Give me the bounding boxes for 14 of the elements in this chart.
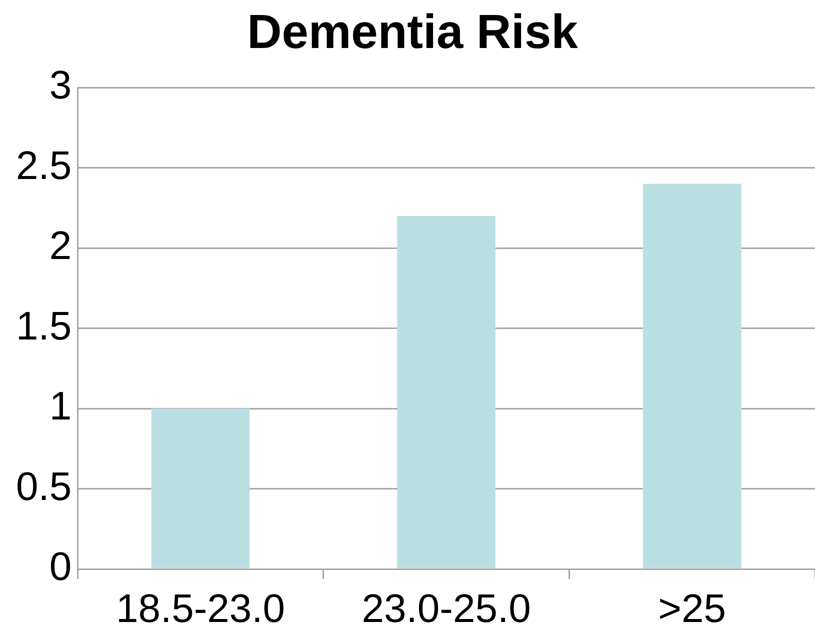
bar [397,216,496,568]
y-tick-label: 2.5 [16,144,72,188]
bar [642,184,742,568]
y-tick-label: 2 [49,224,72,268]
y-tick-label: 0 [49,545,72,590]
y-tick-label: 1 [49,384,72,429]
x-tick-label: 18.5-23.0 [116,587,286,632]
y-tick-label: 0.5 [16,464,72,509]
y-tick-label: 3 [49,64,72,108]
bar [151,408,250,568]
x-tick-label: >25 [658,587,726,632]
chart-title: Dementia Risk [247,6,578,60]
x-tick-label: 23.0-25.0 [362,587,531,632]
y-tick-label: 1.5 [16,304,72,348]
